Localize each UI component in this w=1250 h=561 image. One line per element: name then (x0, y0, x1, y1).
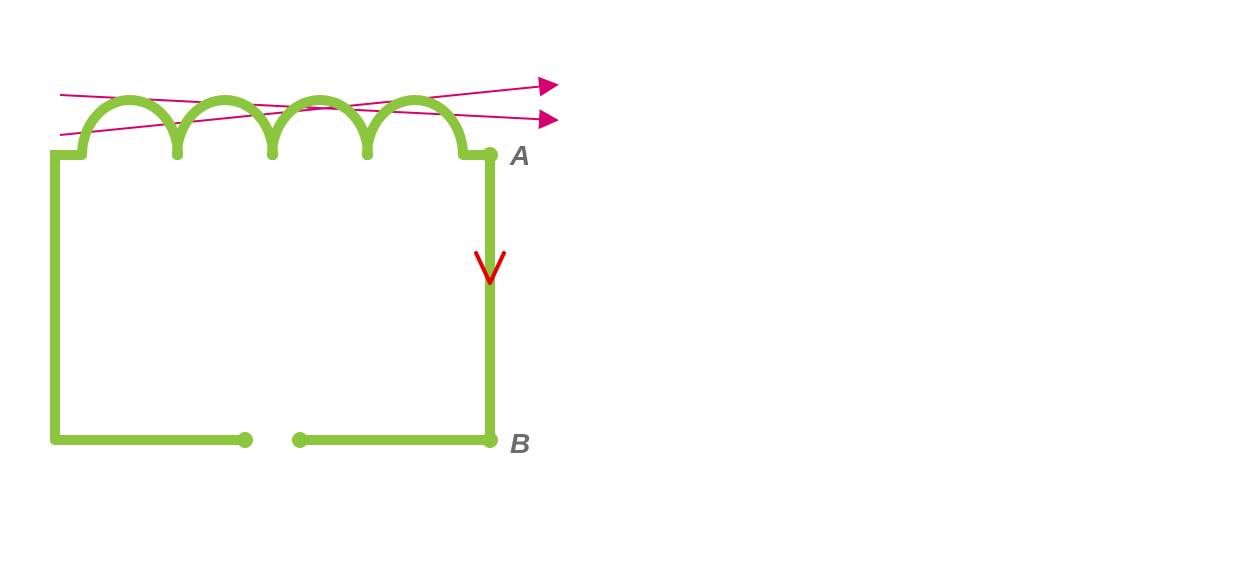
label-B: B (510, 428, 530, 460)
diagram-stage: A B (0, 0, 1250, 561)
label-A: A (510, 140, 530, 172)
circuit-svg (0, 0, 1250, 561)
